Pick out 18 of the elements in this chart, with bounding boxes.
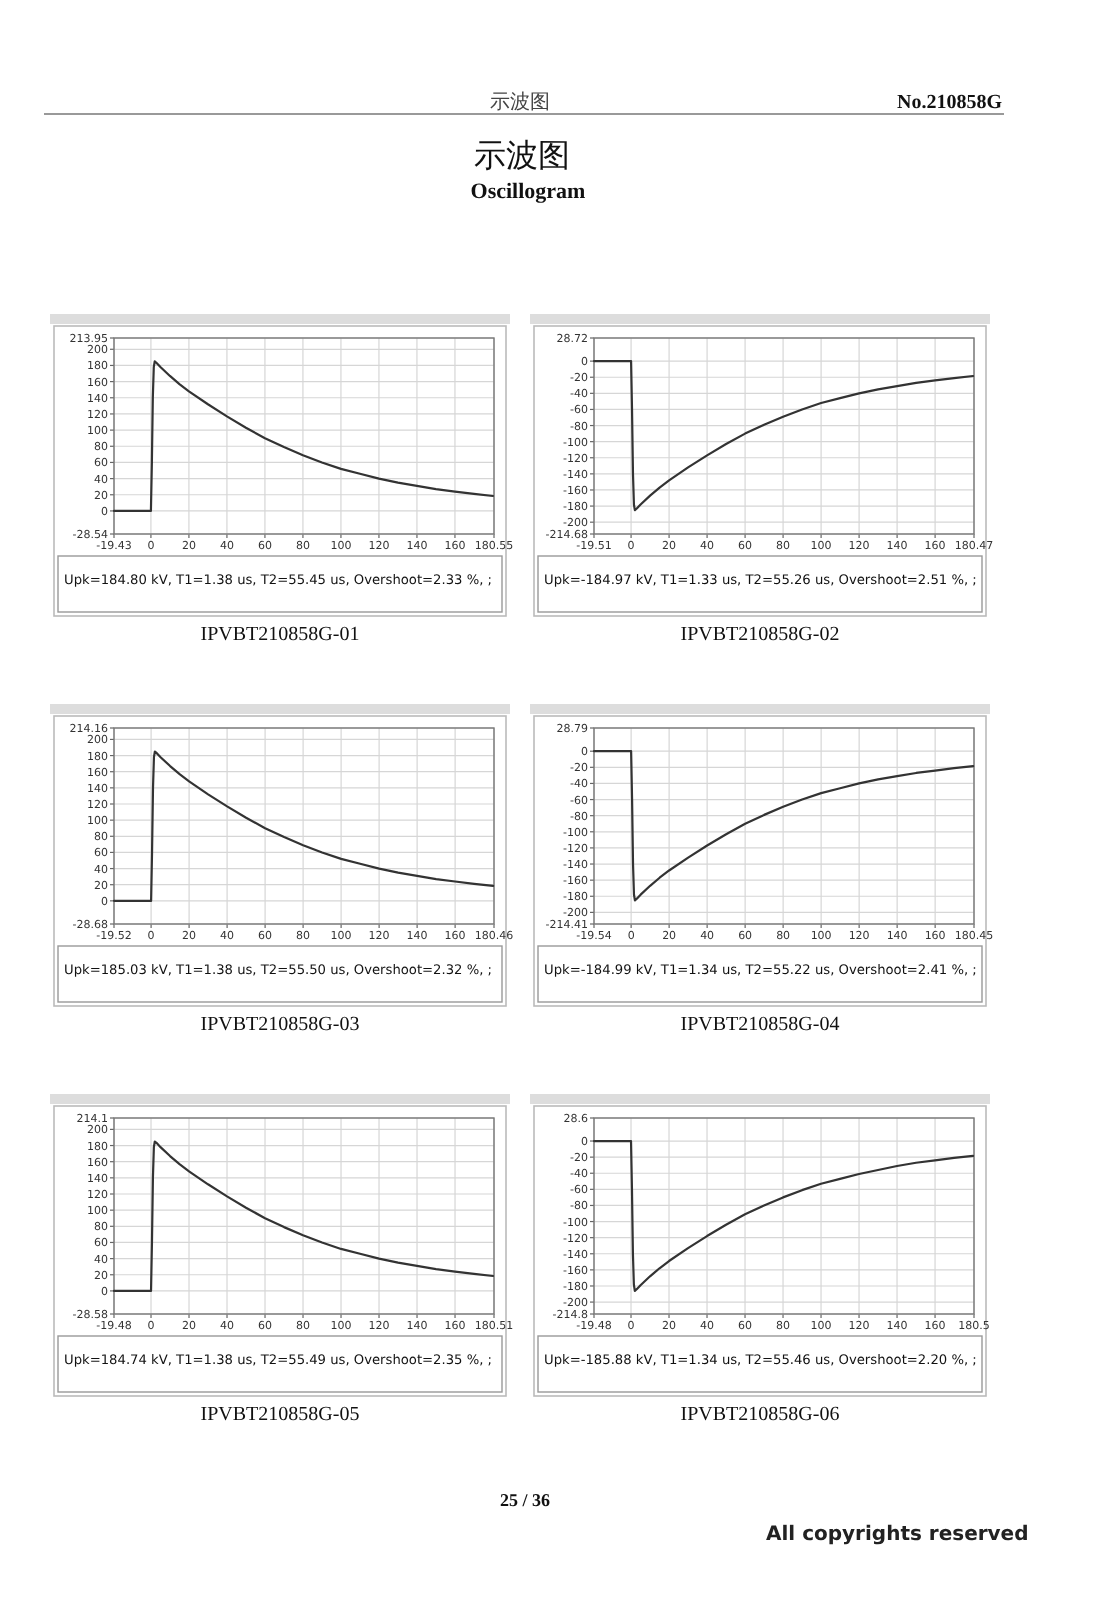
line-series xyxy=(592,1139,975,1292)
text: IPVBT210858G-05 xyxy=(200,1404,360,1426)
text: IPVBT210858G-03 xyxy=(200,1014,360,1036)
line-series xyxy=(592,360,975,512)
line-series xyxy=(592,750,975,902)
text: No.210858G xyxy=(897,92,1003,114)
text: 示波图 xyxy=(490,90,550,114)
line-series xyxy=(112,360,495,513)
line-series xyxy=(112,1140,495,1293)
text: IPVBT210858G-02 xyxy=(680,624,840,646)
text: 25 / 36 xyxy=(500,1490,551,1510)
text: IPVBT210858G-04 xyxy=(680,1014,840,1036)
text: IPVBT210858G-06 xyxy=(680,1404,840,1426)
text: IPVBT210858G-01 xyxy=(200,624,360,646)
line-series xyxy=(112,750,495,902)
text: 示波图 xyxy=(474,136,570,174)
text: All copyrights reserved xyxy=(766,1524,1029,1546)
text: Oscillogram xyxy=(470,180,586,204)
